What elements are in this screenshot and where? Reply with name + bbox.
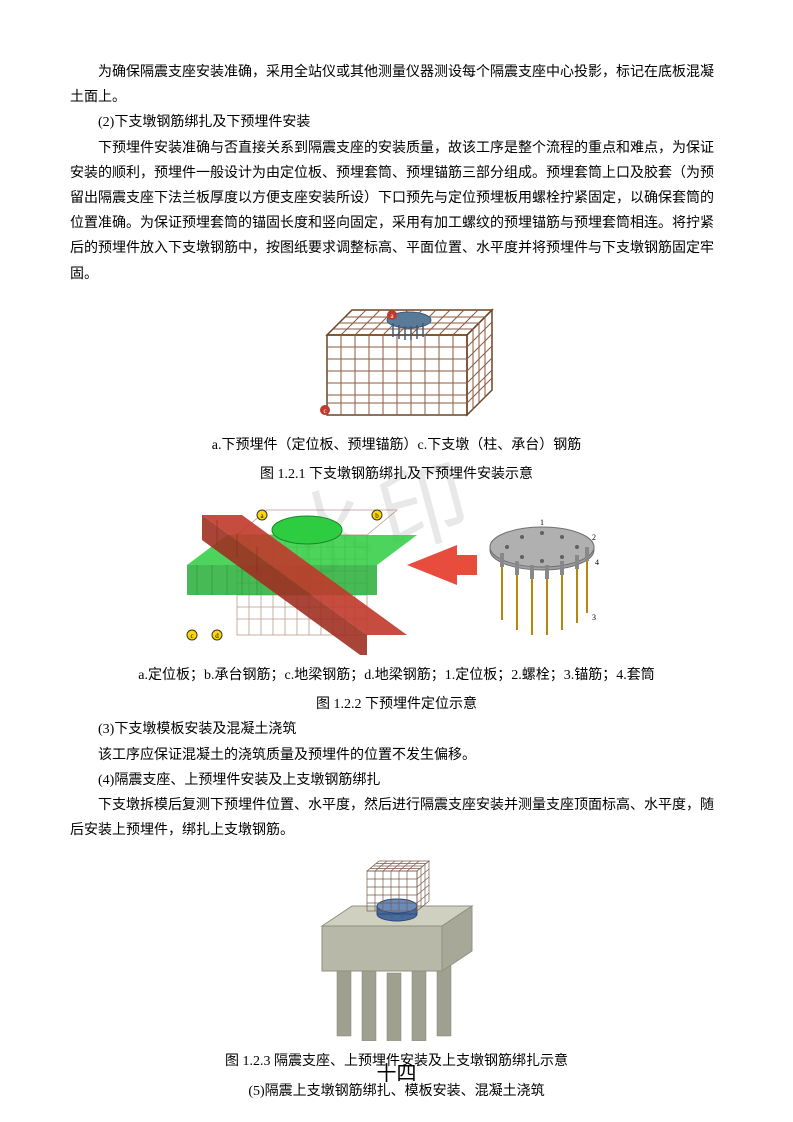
paragraph-7: 下支墩拆模后复测下预埋件位置、水平度，然后进行隔震支座安装并测量支座顶面标高、水… — [70, 793, 723, 843]
svg-text:d: d — [215, 632, 219, 640]
paragraph-1: 为确保隔震支座安装准确，采用全站仪或其他测量仪器测设每个隔震支座中心投影，标记在… — [70, 60, 723, 110]
svg-text:c: c — [190, 632, 193, 640]
svg-text:c: c — [323, 407, 326, 415]
figure-2-caption: 图 1.2.2 下预埋件定位示意 — [70, 692, 723, 717]
svg-text:1: 1 — [540, 518, 544, 527]
paragraph-8: (5)隔震上支墩钢筋绑扎、模板安装、混凝土浇筑 — [70, 1079, 723, 1104]
figure-2-label: a.定位板；b.承台钢筋；c.地梁钢筋；d.地梁钢筋；1.定位板；2.螺栓；3.… — [70, 663, 723, 688]
svg-text:4: 4 — [595, 558, 599, 567]
svg-text:3: 3 — [592, 613, 596, 622]
figure-3 — [70, 851, 723, 1041]
figure-2: a b c d — [70, 495, 723, 655]
figure-1-caption: 图 1.2.1 下支墩钢筋绑扎及下预埋件安装示意 — [70, 462, 723, 487]
paragraph-5: 该工序应保证混凝土的浇筑质量及预埋件的位置不发生偏移。 — [70, 743, 723, 768]
paragraph-3: 下预埋件安装准确与否直接关系到隔震支座的安装质量，故该工序是整个流程的重点和难点… — [70, 136, 723, 287]
svg-text:2: 2 — [592, 533, 596, 542]
figure-1: c a — [70, 295, 723, 425]
svg-text:b: b — [375, 512, 379, 520]
figure-3-caption: 图 1.2.3 隔震支座、上预埋件安装及上支墩钢筋绑扎示意 — [70, 1049, 723, 1074]
figure-1-label: a.下预埋件（定位板、预埋锚筋）c.下支墩（柱、承台）钢筋 — [70, 433, 723, 458]
paragraph-6: (4)隔震支座、上预埋件安装及上支墩钢筋绑扎 — [70, 768, 723, 793]
paragraph-2: (2)下支墩钢筋绑扎及下预埋件安装 — [70, 110, 723, 135]
page-content: 为确保隔震支座安装准确，采用全站仪或其他测量仪器测设每个隔震支座中心投影，标记在… — [70, 60, 723, 1104]
paragraph-4: (3)下支墩模板安装及混凝土浇筑 — [70, 717, 723, 742]
